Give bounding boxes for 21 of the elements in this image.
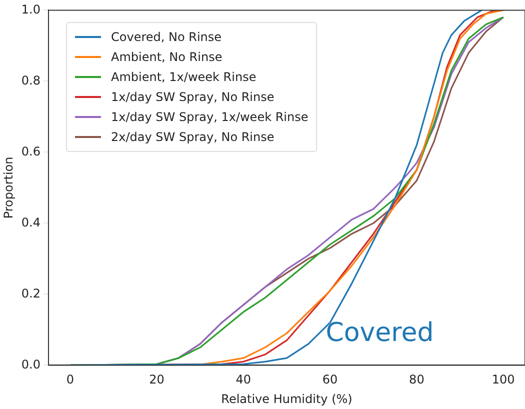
legend-label: Ambient, 1x/week Rinse: [111, 69, 256, 86]
legend-label: 1x/day SW Spray, No Rinse: [111, 89, 274, 106]
legend-label: 1x/day SW Spray, 1x/week Rinse: [111, 109, 308, 126]
x-tick-label: 20: [149, 372, 164, 387]
y-tick-label: 0.8: [21, 73, 40, 88]
y-tick-label: 0.0: [21, 357, 40, 372]
legend-label: Ambient, No Rinse: [111, 49, 222, 66]
y-tick-label: 0.4: [21, 215, 40, 230]
y-tick-label: 1.0: [21, 2, 40, 16]
x-tick-label: 60: [322, 372, 338, 387]
legend-label: 2x/day SW Spray, No Rinse: [111, 129, 274, 146]
legend-label: Covered, No Rinse: [111, 29, 222, 46]
x-tick-label: 0: [66, 372, 74, 387]
y-axis-title: Proportion: [1, 156, 16, 219]
annotation: Covered: [326, 318, 434, 348]
x-axis-title: Relative Humidity (%): [221, 392, 352, 406]
y-tick-label: 0.6: [21, 144, 40, 158]
x-tick-label: 40: [236, 372, 252, 387]
x-tick-label: 80: [409, 372, 424, 387]
y-tick-label: 0.2: [21, 286, 40, 300]
x-tick-label: 100: [492, 372, 515, 387]
